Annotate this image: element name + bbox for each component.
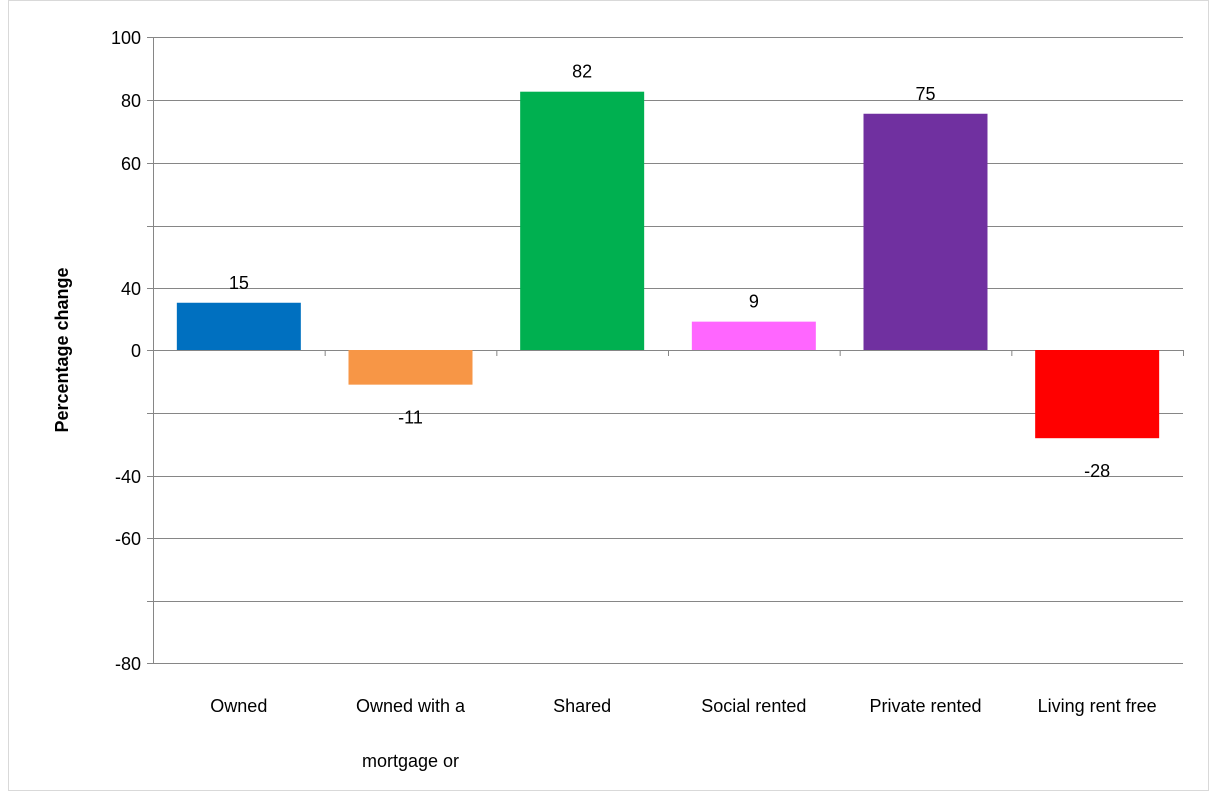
- bar: [691, 321, 816, 350]
- y-axis-label: Percentage change: [52, 267, 72, 432]
- data-label: -28: [1084, 461, 1110, 481]
- x-tick-label: Owned: [210, 696, 267, 716]
- bar: [348, 350, 473, 385]
- x-tick-label: Private rented: [869, 696, 981, 716]
- data-label: 9: [749, 292, 759, 312]
- data-label: 75: [915, 84, 935, 104]
- y-tick-label: -80: [115, 654, 141, 674]
- axes: [147, 37, 1184, 664]
- data-label: 82: [572, 62, 592, 82]
- gridlines: [153, 37, 1183, 664]
- data-labels: 15 -11 82 9 75 -28: [229, 62, 1110, 482]
- bar: [1035, 350, 1160, 439]
- bar: [520, 91, 645, 350]
- data-label: 15: [229, 273, 249, 293]
- y-tick-label: 100: [111, 28, 141, 48]
- x-tick-label: Living rent free: [1038, 696, 1157, 716]
- x-tick-label: Social rented: [701, 696, 806, 716]
- bar: [863, 113, 988, 350]
- y-tick-label: 40: [121, 279, 141, 299]
- bars: [176, 91, 1160, 439]
- x-tick-labels: Owned Owned with a mortgage or Shared Social…: [210, 696, 1156, 771]
- x-tick-label: Shared: [553, 696, 611, 716]
- y-tick-label: 80: [121, 91, 141, 111]
- y-tick-labels: 100 80 60 40 0 -40 -60 -80: [111, 28, 141, 674]
- y-tick-label: -60: [115, 529, 141, 549]
- y-tick-label: 60: [121, 154, 141, 174]
- y-tick-label: -40: [115, 467, 141, 487]
- data-label: -11: [398, 408, 423, 428]
- x-tick-label: Owned with a mortgage or: [356, 696, 466, 771]
- bar: [176, 302, 301, 350]
- y-tick-label: 0: [131, 341, 141, 361]
